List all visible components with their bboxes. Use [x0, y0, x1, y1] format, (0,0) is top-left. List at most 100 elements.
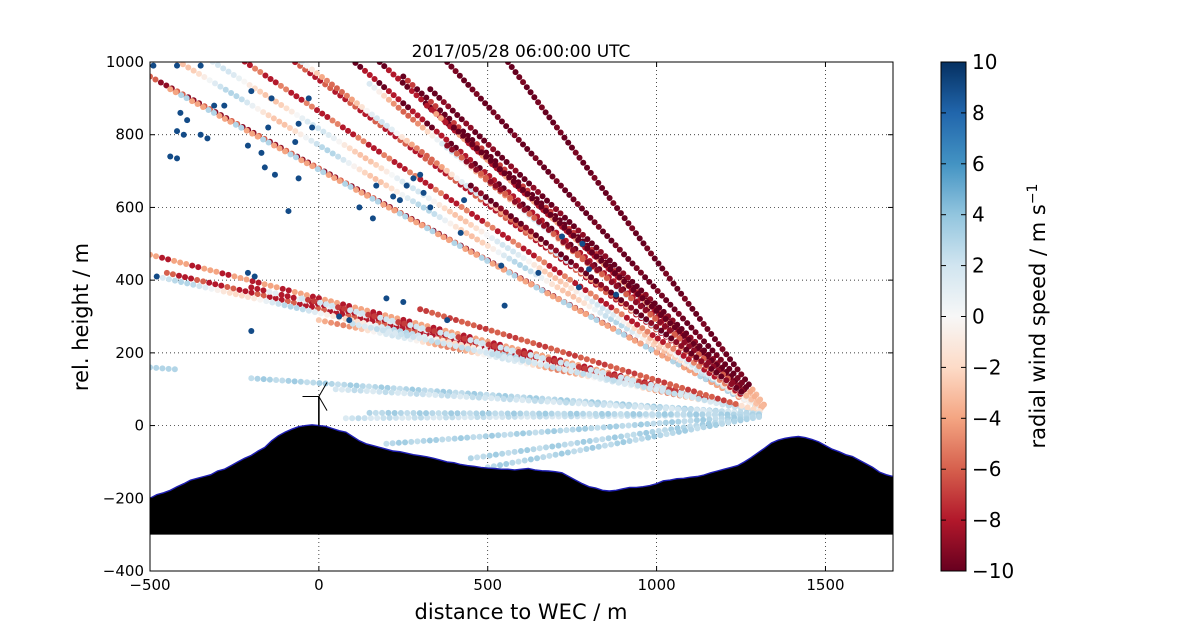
- scatter-point: [463, 158, 470, 165]
- scatter-point: [436, 214, 443, 221]
- scatter-point: [329, 302, 336, 309]
- scatter-point: [268, 95, 275, 102]
- scatter-point: [318, 310, 325, 317]
- scatter-point: [385, 88, 392, 95]
- scatter-point: [542, 109, 549, 116]
- scatter-point: [522, 278, 529, 285]
- scatter-point: [719, 420, 726, 427]
- scatter-point: [413, 219, 420, 226]
- scatter-point: [260, 287, 267, 294]
- scatter-point: [282, 148, 289, 155]
- scatter-point: [539, 193, 546, 200]
- scatter-point: [311, 309, 318, 316]
- scatter-point: [376, 80, 383, 87]
- scatter-point: [361, 323, 368, 330]
- scatter-point: [630, 411, 637, 418]
- scatter-point: [661, 323, 668, 330]
- scatter-point: [617, 410, 624, 417]
- scatter-point: [593, 437, 600, 444]
- scatter-point: [658, 292, 665, 299]
- scatter-point: [738, 402, 745, 409]
- scatter-point: [525, 258, 532, 265]
- scatter-point: [330, 313, 337, 320]
- scatter-point: [577, 308, 584, 315]
- scatter-point: [492, 161, 499, 168]
- scatter-point: [369, 195, 376, 202]
- scatter-point: [453, 200, 460, 207]
- scatter-point: [613, 423, 620, 430]
- scatter-point: [335, 304, 342, 311]
- scatter-point: [589, 444, 596, 451]
- scatter-point: [618, 297, 625, 304]
- scatter-point: [178, 278, 185, 285]
- scatter-point: [674, 411, 681, 418]
- scatter-point: [505, 449, 512, 456]
- scatter-point: [540, 222, 547, 229]
- scatter-point: [163, 82, 170, 89]
- scatter-point: [500, 331, 507, 338]
- scatter-point: [297, 378, 304, 385]
- scatter-point: [583, 356, 590, 363]
- scatter-point: [618, 433, 625, 440]
- scatter-point: [523, 410, 530, 417]
- scatter-point: [464, 345, 471, 352]
- scatter-point: [507, 127, 514, 134]
- scatter-point: [570, 223, 577, 230]
- scatter-point: [515, 182, 522, 189]
- scatter-point: [544, 398, 551, 405]
- scatter-point: [569, 426, 576, 433]
- scatter-point: [248, 289, 255, 296]
- scatter-point: [381, 92, 388, 99]
- scatter-point: [584, 236, 591, 243]
- wind-turbine-icon: [302, 382, 328, 426]
- scatter-point: [174, 62, 181, 69]
- scatter-point: [593, 368, 600, 375]
- scatter-point: [371, 84, 378, 91]
- scatter-point: [625, 422, 632, 429]
- scatter-point: [348, 56, 354, 62]
- scatter-point: [586, 372, 593, 379]
- scatter-point: [476, 433, 483, 440]
- scatter-point: [482, 174, 489, 181]
- scatter-point: [512, 216, 519, 223]
- plot-area: −500 0 500 1000 1500 −400 −200 0 200 400 600 800 100…: [103, 53, 894, 594]
- scatter-point: [659, 265, 666, 272]
- scatter-point: [582, 287, 589, 294]
- scatter-point: [200, 278, 207, 285]
- scatter-point: [257, 296, 264, 303]
- scatter-point: [675, 349, 682, 356]
- scatter-point: [632, 230, 639, 237]
- scatter-point: [184, 117, 191, 124]
- scatter-point: [469, 141, 476, 148]
- scatter-point: [292, 62, 299, 66]
- scatter-point: [565, 139, 572, 146]
- scatter-point: [269, 299, 276, 306]
- scatter-point: [464, 320, 471, 327]
- scatter-point: [407, 216, 414, 223]
- scatter-point: [309, 163, 316, 170]
- scatter-point: [428, 124, 435, 131]
- scatter-point: [599, 369, 606, 376]
- scatter-point: [376, 88, 383, 95]
- scatter-point: [218, 282, 225, 289]
- scatter-point: [575, 284, 582, 291]
- scatter-point: [575, 426, 582, 433]
- scatter-point: [366, 71, 373, 78]
- scatter-point: [378, 119, 385, 126]
- scatter-point: [509, 459, 516, 466]
- scatter-point: [603, 300, 610, 307]
- scatter-point: [665, 342, 672, 349]
- scatter-point: [273, 284, 280, 291]
- scatter-point: [623, 291, 630, 298]
- scatter-point: [362, 155, 369, 162]
- scatter-point: [249, 278, 256, 285]
- scatter-point: [464, 136, 471, 143]
- scatter-point: [580, 438, 587, 445]
- scatter-point: [165, 276, 172, 283]
- scatter-point: [546, 114, 553, 121]
- scatter-point: [643, 429, 650, 436]
- scatter-point: [194, 101, 201, 108]
- axis-ticks: −500 0 500 1000 1500 −400 −200 0 200 400 600 800 100…: [103, 53, 893, 594]
- colorbar: −10 −8 −6 −4 −2 0 2 4 6 8 10 radial wind speed / m…: [940, 50, 1050, 583]
- scatter-point: [478, 170, 485, 177]
